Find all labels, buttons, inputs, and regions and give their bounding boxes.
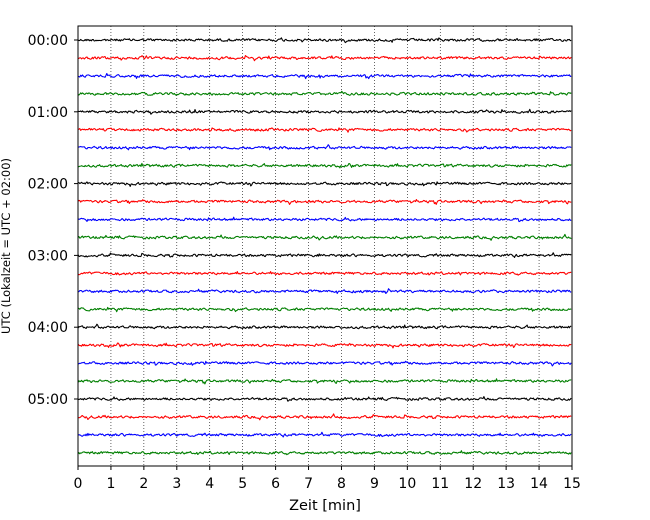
y-axis-ticks: 00:00 01:00 02:00 03:00 04:00 05:00 <box>28 33 78 408</box>
x-tick-label: 6 <box>271 476 280 492</box>
seismic-trace <box>77 252 572 259</box>
seismic-trace <box>77 181 572 187</box>
seismic-trace <box>77 233 572 241</box>
x-tick-label: 2 <box>139 476 148 492</box>
seismic-trace <box>77 288 572 295</box>
seismic-trace <box>77 413 572 421</box>
seismic-trace <box>77 360 572 367</box>
seismic-trace <box>77 323 572 330</box>
x-tick-label: 0 <box>74 476 83 492</box>
seismic-trace <box>77 378 572 385</box>
x-tick-label: 11 <box>431 476 449 492</box>
seismic-trace <box>77 431 572 438</box>
seismic-trace <box>77 90 572 96</box>
x-tick-label: 5 <box>238 476 247 492</box>
x-tick-label: 13 <box>497 476 515 492</box>
x-tick-label: 1 <box>106 476 115 492</box>
seismic-trace <box>77 55 572 62</box>
seismic-trace <box>77 396 572 402</box>
y-tick-label: 05:00 <box>28 392 68 408</box>
seismic-trace <box>77 342 572 349</box>
y-axis-label: UTC (Lokalzeit = UTC + 02:00) <box>0 158 13 334</box>
trace-group <box>77 37 572 456</box>
seismic-trace <box>77 271 572 276</box>
x-tick-label: 9 <box>370 476 379 492</box>
y-tick-label: 03:00 <box>28 248 68 264</box>
seismic-trace <box>77 198 572 205</box>
y-tick-label: 01:00 <box>28 105 68 121</box>
x-tick-label: 14 <box>530 476 548 492</box>
seismic-trace <box>77 162 572 169</box>
x-tick-label: 12 <box>464 476 482 492</box>
x-tick-label: 10 <box>398 476 416 492</box>
vertical-grid <box>110 26 540 466</box>
y-tick-label: 02:00 <box>28 177 68 193</box>
seismic-trace <box>77 108 572 115</box>
x-tick-label: 8 <box>337 476 346 492</box>
x-axis-label: Zeit [min] <box>289 498 361 514</box>
x-tick-label: 4 <box>205 476 214 492</box>
x-tick-label: 15 <box>563 476 581 492</box>
seismic-trace <box>77 37 572 44</box>
plot-frame <box>77 25 573 467</box>
y-tick-label: 00:00 <box>28 33 68 49</box>
seismic-trace <box>77 127 572 133</box>
seismic-trace <box>77 306 572 313</box>
y-tick-label: 04:00 <box>28 320 68 336</box>
seismic-trace <box>77 216 572 223</box>
seismic-trace <box>77 144 572 151</box>
x-axis-ticks: 0 1 2 3 4 5 6 7 8 9 10 11 12 13 14 15 <box>74 466 581 492</box>
seismic-trace <box>77 450 572 456</box>
x-tick-label: 7 <box>304 476 313 492</box>
x-tick-label: 3 <box>172 476 181 492</box>
seismic-trace <box>77 72 572 80</box>
